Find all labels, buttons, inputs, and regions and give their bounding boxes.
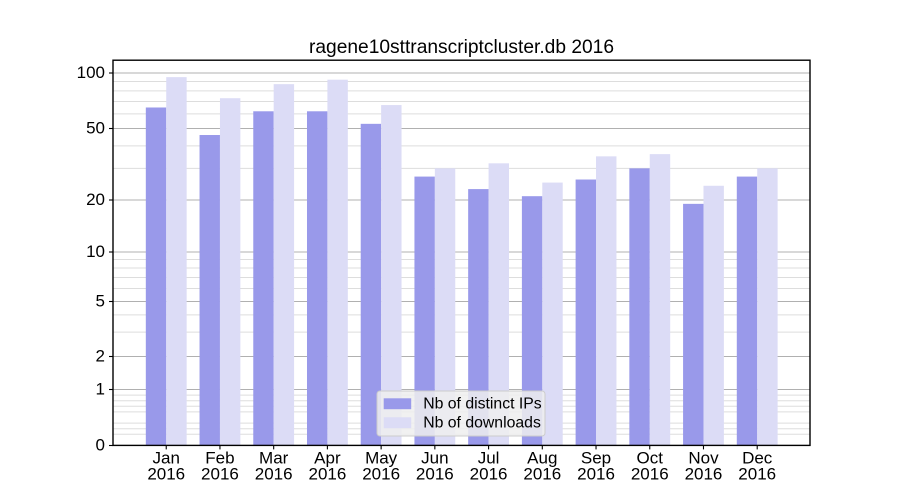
- svg-text:5: 5: [96, 292, 105, 311]
- svg-text:2: 2: [96, 347, 105, 366]
- svg-text:1: 1: [96, 380, 105, 399]
- svg-text:2016: 2016: [308, 464, 346, 483]
- svg-text:100: 100: [77, 63, 105, 82]
- svg-text:2016: 2016: [685, 464, 723, 483]
- svg-text:2016: 2016: [631, 464, 669, 483]
- svg-text:2016: 2016: [147, 464, 185, 483]
- svg-text:50: 50: [86, 119, 105, 138]
- svg-text:2016: 2016: [470, 464, 508, 483]
- svg-text:2016: 2016: [362, 464, 400, 483]
- svg-text:2016: 2016: [255, 464, 293, 483]
- svg-text:2016: 2016: [201, 464, 239, 483]
- svg-text:Nb of downloads: Nb of downloads: [423, 415, 541, 432]
- svg-text:2016: 2016: [738, 464, 776, 483]
- svg-text:0: 0: [96, 436, 105, 455]
- svg-text:2016: 2016: [523, 464, 561, 483]
- svg-text:Nb of distinct IPs: Nb of distinct IPs: [423, 396, 542, 413]
- svg-text:2016: 2016: [416, 464, 454, 483]
- svg-text:ragene10sttranscriptcluster.db: ragene10sttranscriptcluster.db 2016: [309, 37, 614, 58]
- svg-text:2016: 2016: [577, 464, 615, 483]
- svg-text:10: 10: [86, 242, 105, 261]
- svg-text:20: 20: [86, 190, 105, 209]
